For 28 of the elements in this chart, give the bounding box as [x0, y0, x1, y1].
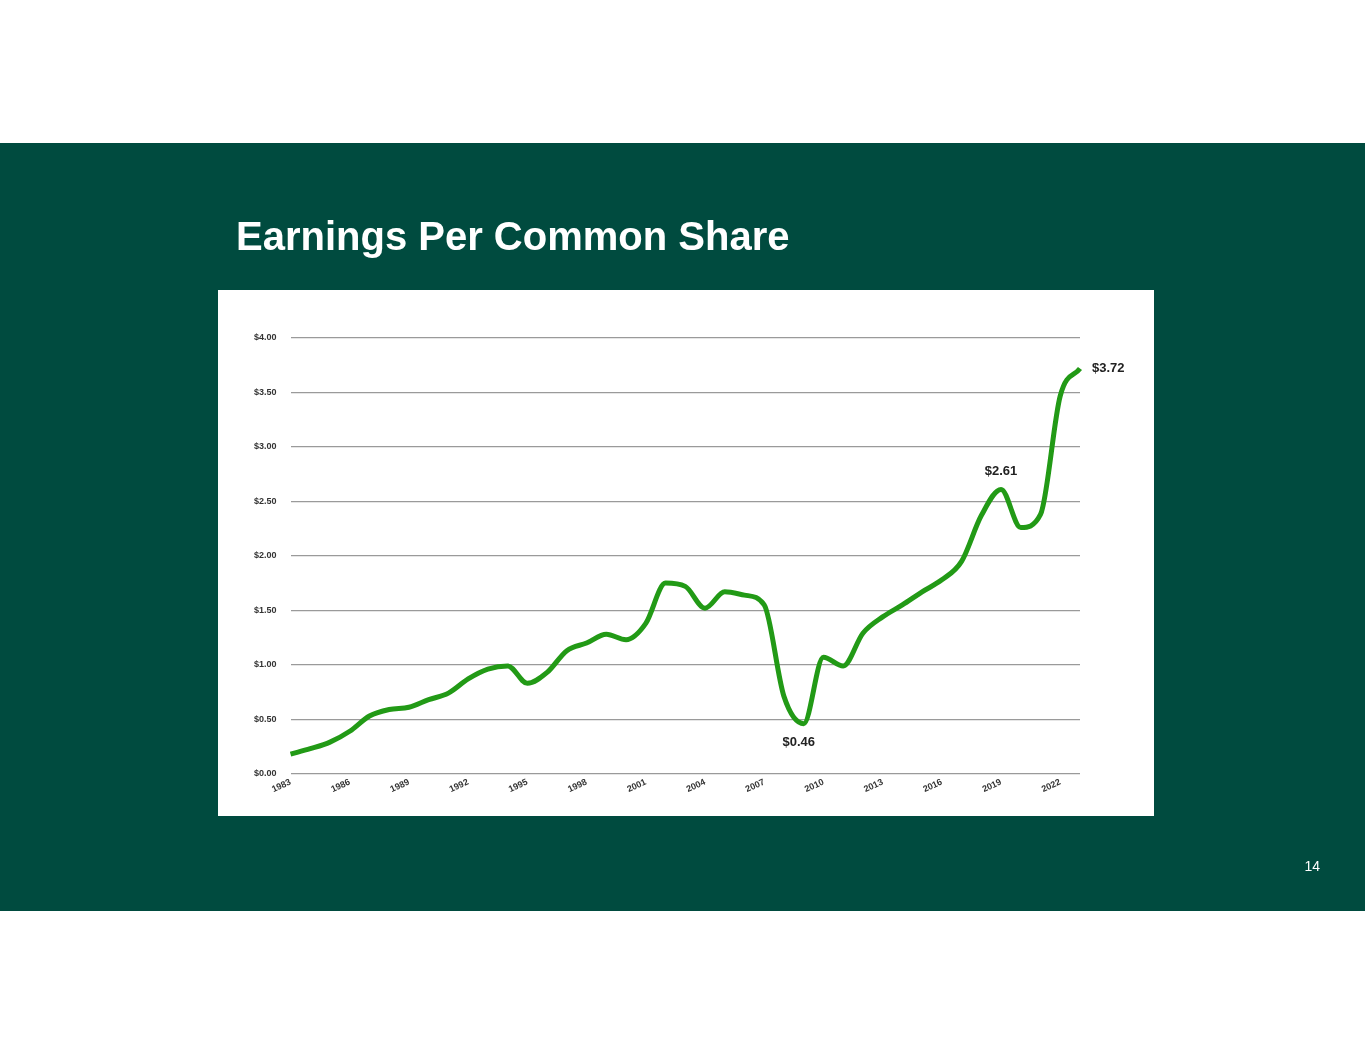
y-tick-label: $2.00 [253, 550, 277, 561]
x-tick-label: 2013 [862, 776, 885, 795]
x-tick-label: 1995 [506, 776, 530, 795]
y-tick-label: $1.50 [253, 604, 277, 615]
y-tick-label: $0.00 [253, 768, 277, 779]
y-tick-label: $3.50 [253, 386, 277, 397]
x-tick-label: 2001 [625, 776, 648, 795]
x-tick-label: 2004 [684, 776, 707, 795]
x-tick-label: 1983 [270, 776, 293, 795]
x-tick-label: 2022 [1039, 776, 1063, 795]
data-label: $2.61 [984, 462, 1018, 478]
x-tick-label: 2007 [743, 776, 767, 795]
y-tick-label: $4.00 [253, 332, 277, 343]
y-tick-label: $0.50 [253, 713, 277, 724]
x-tick-label: 2016 [921, 776, 944, 795]
x-tick-label: 2010 [802, 776, 826, 795]
data-label: $0.46 [782, 733, 815, 749]
y-tick-label: $2.50 [253, 495, 277, 506]
x-tick-label: 1989 [388, 776, 411, 795]
x-tick-label: 2019 [980, 776, 1003, 795]
x-tick-label: 1998 [566, 776, 589, 795]
x-tick-label: 1992 [447, 776, 471, 795]
y-tick-label: $3.00 [253, 441, 277, 452]
y-tick-label: $1.00 [253, 659, 277, 670]
chart-title: Earnings Per Common Share [236, 214, 790, 259]
text: 14 [1304, 858, 1320, 874]
x-tick-label: 1986 [329, 776, 352, 795]
data-label: $3.72 [1092, 360, 1125, 376]
